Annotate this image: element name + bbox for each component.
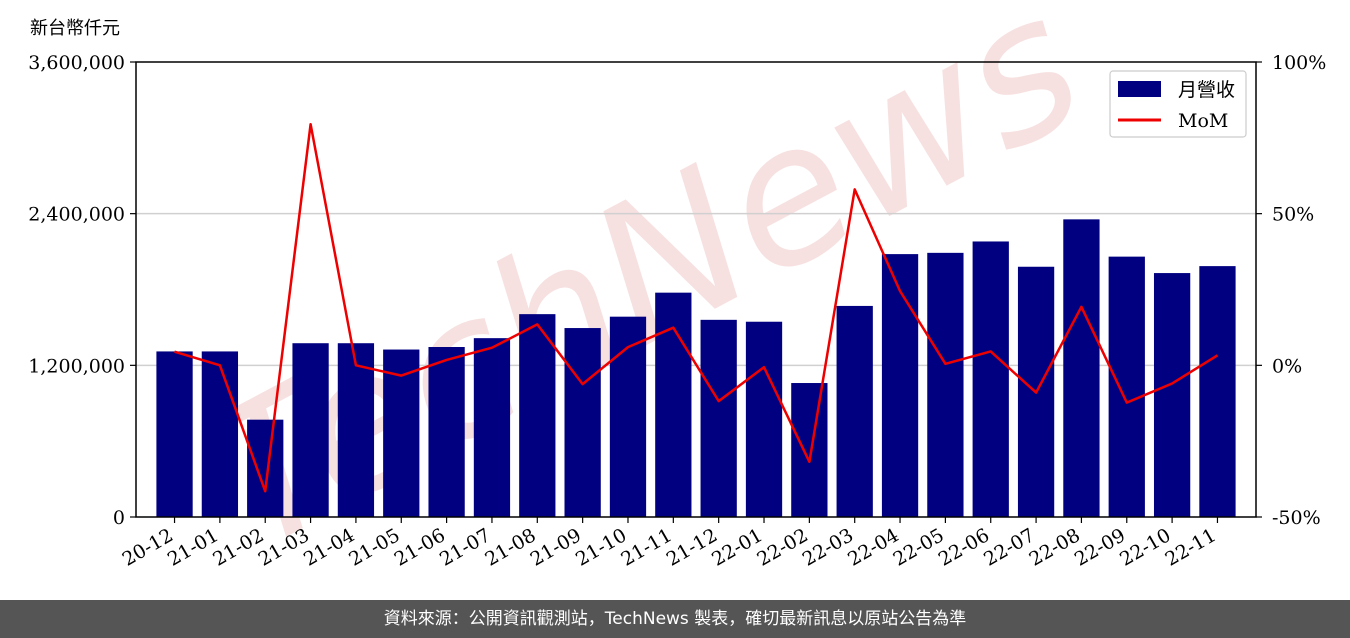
bar-21-11 (655, 292, 692, 517)
x-tick-label: 22-04 (844, 524, 902, 570)
bar-22-02 (791, 383, 828, 517)
y-right-tick-label: 0% (1272, 355, 1302, 377)
x-tick-label: 22-07 (980, 524, 1038, 570)
bar-21-01 (201, 351, 239, 517)
x-tick-label: 22-10 (1116, 524, 1174, 570)
x-tick-label: 21-01 (164, 524, 222, 570)
bar-20-12 (156, 351, 193, 517)
bar-21-06 (428, 347, 465, 517)
y-right-tick-label: 50% (1272, 204, 1314, 226)
x-tick-label: 21-06 (391, 524, 449, 570)
bar-22-03 (836, 305, 873, 517)
bar-22-01 (745, 321, 783, 517)
bar-22-08 (1063, 219, 1100, 517)
plot-frame (135, 61, 1257, 518)
bar-21-09 (564, 328, 601, 517)
legend-bar-swatch (1118, 81, 1161, 97)
bar-21-12 (700, 319, 737, 517)
y-right-tick-label: -50% (1272, 507, 1321, 529)
chart: TechNews 01,200,0002,400,0003,600,000-50… (28, 0, 1326, 592)
bar-21-04 (337, 343, 375, 517)
x-tick-label: 22-06 (935, 524, 993, 570)
line-series (174, 122, 1219, 493)
bar-22-11 (1199, 266, 1236, 517)
legend-line-label: MoM (1178, 110, 1228, 132)
bar-22-04 (881, 254, 919, 517)
y-right-tick-label: 100% (1272, 52, 1326, 74)
x-tick-label: 21-12 (663, 524, 721, 570)
bar-21-08 (519, 314, 556, 517)
bar-22-09 (1108, 256, 1145, 517)
y-axis-unit-label: 新台幣仟元 (30, 18, 120, 39)
x-tick-label: 21-07 (436, 524, 494, 570)
bar-21-07 (473, 338, 511, 517)
x-tick-label: 22-01 (708, 524, 766, 570)
x-tick-label: 21-11 (617, 524, 675, 570)
mom-line (174, 122, 1219, 493)
y-left-tick-label: 3,600,000 (28, 52, 125, 74)
bar-21-03 (292, 343, 329, 517)
y-left-tick-label: 0 (113, 507, 125, 529)
x-tick-label: 22-02 (753, 524, 811, 570)
x-tick-label: 22-08 (1025, 524, 1083, 570)
x-tick-label: 21-10 (572, 524, 630, 570)
x-tick-label: 21-08 (481, 524, 539, 570)
x-tick-label: 20-12 (119, 524, 177, 570)
x-tick-label: 22-05 (889, 524, 947, 570)
bar-21-05 (383, 349, 420, 517)
legend-bar-label: 月營收 (1178, 79, 1235, 101)
bar-21-02 (247, 419, 284, 517)
x-tick-label: 22-03 (799, 524, 857, 570)
x-tick-label: 21-02 (209, 524, 267, 570)
bar-22-05 (927, 252, 964, 517)
legend: 月營收 MoM (1109, 70, 1247, 138)
bar-21-10 (609, 316, 647, 517)
y-left-tick-label: 2,400,000 (28, 204, 125, 226)
x-tick-label: 22-11 (1162, 524, 1220, 570)
x-tick-label: 22-09 (1071, 524, 1129, 570)
source-footer: 資料來源：公開資訊觀測站，TechNews 製表，確切最新訊息以原站公告為準 (0, 600, 1350, 638)
y-left-tick-label: 1,200,000 (28, 355, 125, 377)
bar-series (156, 219, 1236, 517)
bar-22-06 (972, 241, 1009, 517)
bar-22-10 (1153, 273, 1191, 517)
x-tick-label: 21-09 (527, 524, 585, 570)
